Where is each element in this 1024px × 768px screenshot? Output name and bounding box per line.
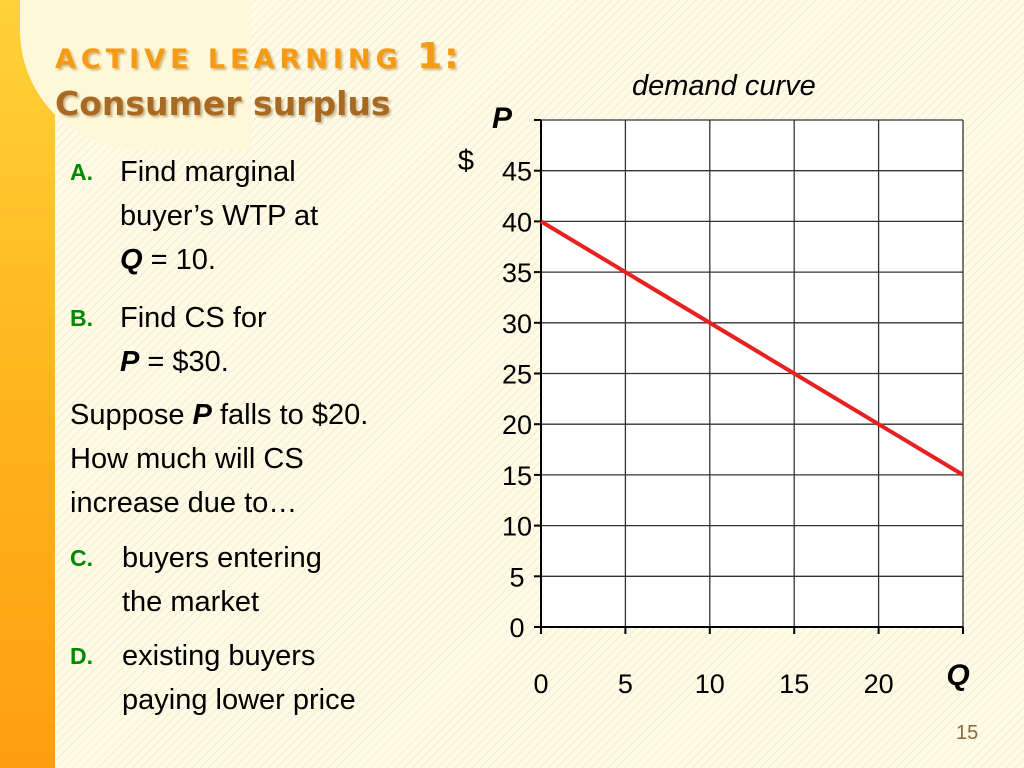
y-axis-unit: $ [458, 145, 474, 177]
y-tick-label: 45 [502, 157, 532, 187]
suppose-line2: How much will CS [70, 443, 304, 475]
question-a-value: = 10. [142, 244, 216, 276]
suppose-pre: Suppose [70, 399, 193, 431]
question-b-variable: P [120, 346, 140, 378]
left-accent-bar [0, 0, 55, 768]
y-tick-label: 20 [502, 410, 532, 440]
question-d-line2: paying lower price [122, 684, 356, 716]
slide-subtitle: Consumer surplus [55, 84, 391, 123]
y-axis-label: P [492, 102, 513, 135]
suppose-paragraph: Suppose P falls to $20. How much will CS… [70, 393, 368, 525]
question-c-line1: buyers entering [122, 542, 322, 574]
suppose-variable: P [192, 399, 212, 431]
question-a-label: A. [70, 159, 93, 185]
x-tick-label: 5 [618, 669, 633, 699]
question-b-value: = $30. [139, 346, 229, 378]
y-tick-label: 10 [502, 512, 532, 542]
x-axis-label: Q [946, 659, 969, 692]
question-b-label: B. [70, 305, 93, 331]
question-c-line2: the market [122, 586, 259, 618]
suppose-line3: increase due to… [70, 487, 298, 519]
question-a-line2: buyer’s WTP at [120, 200, 319, 232]
suppose-post: falls to $20. [211, 399, 369, 431]
x-tick-label: 10 [695, 669, 725, 699]
y-tick-label: 15 [502, 461, 532, 491]
x-tick-label: 20 [864, 669, 894, 699]
demand-curve-line [539, 219, 965, 477]
y-tick-label: 5 [509, 562, 524, 592]
question-b-line2: P = $30. [120, 340, 267, 384]
chart-title: demand curve [632, 70, 816, 102]
question-c-label: C. [70, 545, 93, 571]
title-prefix: ACTIVE LEARNING [55, 44, 403, 75]
y-tick-label: 0 [509, 613, 524, 643]
y-tick-label: 25 [502, 360, 532, 390]
question-d-label: D. [70, 643, 93, 669]
y-tick-label: 40 [502, 207, 532, 237]
suppose-line1: Suppose P falls to $20. [70, 393, 368, 437]
question-a-line1: Find marginal [120, 156, 296, 188]
x-tick-label: 0 [533, 669, 548, 699]
slide-number: 15 [956, 722, 979, 744]
title-number: 1: [417, 36, 461, 77]
x-tick-label: 15 [779, 669, 809, 699]
question-a-line3: Q = 10. [120, 238, 318, 282]
question-b-line1: Find CS for [120, 302, 267, 334]
slide-title-active-learning: ACTIVE LEARNING 1: [55, 36, 461, 77]
y-tick-label: 30 [502, 309, 532, 339]
question-d-line1: existing buyers [122, 640, 316, 672]
y-tick-label: 35 [502, 258, 532, 288]
question-a-variable: Q [120, 244, 143, 276]
